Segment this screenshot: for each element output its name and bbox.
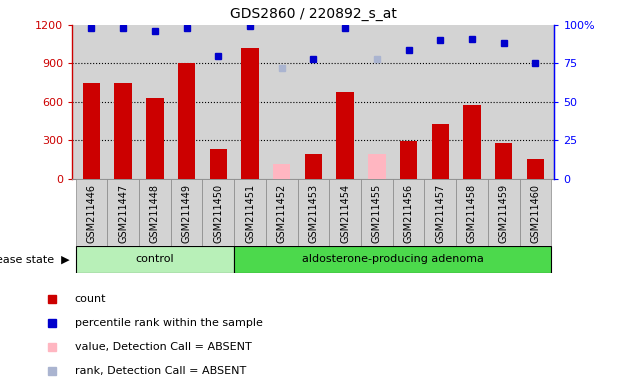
Bar <box>392 179 425 246</box>
Text: GSM211460: GSM211460 <box>530 184 541 243</box>
Bar <box>456 179 488 246</box>
Text: GSM211450: GSM211450 <box>214 184 223 243</box>
Bar <box>83 83 100 179</box>
Bar <box>146 98 164 179</box>
Bar <box>234 246 551 273</box>
Bar <box>241 48 259 179</box>
Text: GSM211448: GSM211448 <box>150 184 160 243</box>
Text: GSM211451: GSM211451 <box>245 184 255 243</box>
Bar <box>361 179 392 246</box>
Bar <box>107 179 139 246</box>
Bar <box>297 179 329 246</box>
Bar <box>520 179 551 246</box>
Bar <box>202 179 234 246</box>
Text: GSM211455: GSM211455 <box>372 184 382 243</box>
Text: GSM211449: GSM211449 <box>181 184 192 243</box>
Bar <box>178 63 195 179</box>
Bar <box>495 143 512 179</box>
Text: GSM211447: GSM211447 <box>118 184 128 243</box>
Text: GSM211453: GSM211453 <box>309 184 318 243</box>
Text: percentile rank within the sample: percentile rank within the sample <box>75 318 263 328</box>
Text: disease state  ▶: disease state ▶ <box>0 254 69 264</box>
Bar <box>368 154 386 179</box>
Bar <box>425 179 456 246</box>
Bar <box>432 124 449 179</box>
Bar <box>488 179 520 246</box>
Bar <box>234 179 266 246</box>
Text: rank, Detection Call = ABSENT: rank, Detection Call = ABSENT <box>75 366 246 376</box>
Bar <box>171 179 202 246</box>
Bar <box>273 164 290 179</box>
Text: GSM211456: GSM211456 <box>404 184 413 243</box>
Bar <box>463 105 481 179</box>
Bar <box>76 246 234 273</box>
Bar <box>329 179 361 246</box>
Text: GSM211452: GSM211452 <box>277 184 287 243</box>
Text: GSM211457: GSM211457 <box>435 184 445 243</box>
Bar <box>139 179 171 246</box>
Bar <box>400 141 417 179</box>
Text: count: count <box>75 294 106 304</box>
Bar <box>266 179 297 246</box>
Text: GSM211459: GSM211459 <box>499 184 508 243</box>
Title: GDS2860 / 220892_s_at: GDS2860 / 220892_s_at <box>230 7 397 21</box>
Bar <box>336 91 354 179</box>
Bar <box>210 149 227 179</box>
Text: GSM211446: GSM211446 <box>86 184 96 243</box>
Bar <box>115 83 132 179</box>
Bar <box>305 154 322 179</box>
Text: control: control <box>135 254 175 264</box>
Bar <box>527 159 544 179</box>
Text: aldosterone-producing adenoma: aldosterone-producing adenoma <box>302 254 484 264</box>
Text: GSM211454: GSM211454 <box>340 184 350 243</box>
Text: GSM211458: GSM211458 <box>467 184 477 243</box>
Bar <box>76 179 107 246</box>
Text: value, Detection Call = ABSENT: value, Detection Call = ABSENT <box>75 342 251 352</box>
